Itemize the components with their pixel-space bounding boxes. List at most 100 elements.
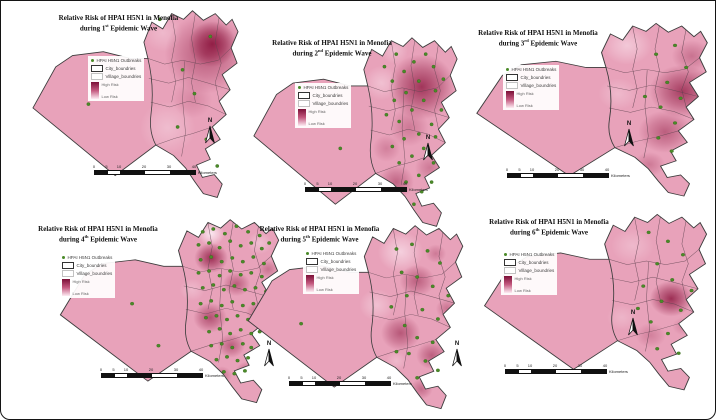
scale-bar-segments [101, 372, 203, 378]
legend-item-risk-gradient: High Risk Low Risk [306, 274, 356, 292]
legend-city-label: City_boundries [518, 259, 549, 265]
scale-segment [177, 373, 202, 377]
outbreak-dot-icon [91, 59, 94, 62]
scale-segment [520, 173, 533, 177]
panel-title: Relative Risk of HPAI H5N1 in Menofia du… [28, 225, 168, 245]
panel-title-line2: during 6th Epidemic Wave [510, 227, 588, 237]
scale-unit-label: Kilometers [409, 187, 428, 192]
north-arrow-icon [624, 128, 634, 147]
scale-segment [508, 173, 521, 177]
scale-segment [531, 369, 556, 373]
risk-map [253, 37, 458, 227]
scale-segment [120, 170, 145, 174]
low-risk-label: Low Risk [514, 287, 531, 293]
scale-tick: 30 [377, 181, 383, 186]
scale-segment [581, 369, 606, 373]
legend-item-city-boundaries: City_boundries [506, 73, 556, 81]
legend-village-label: Village_boundries [312, 101, 349, 106]
risk-gradient-swatch-icon [298, 108, 306, 126]
scale-bar: 0 5 10 20 30 40 Kilometers [303, 181, 437, 194]
scale-segment [95, 170, 108, 174]
low-risk-label: Low Risk [101, 93, 118, 99]
risk-gradient-labels: High Risk Low Risk [517, 91, 534, 108]
north-arrow: N [623, 121, 635, 148]
scale-segment [107, 170, 120, 174]
panel-title: Relative Risk of HPAI H5N1 in Menofia du… [463, 29, 613, 49]
legend-item-village-boundaries: Village_boundries [298, 100, 348, 107]
city-boundary-swatch-icon [298, 91, 310, 99]
scale-segment [290, 381, 303, 385]
map-panel: Relative Risk of HPAI H5N1 in Menofia du… [247, 29, 467, 239]
panel-title-line2: during 1st Epidemic Wave [79, 23, 158, 33]
scale-tick: 0 [303, 181, 307, 186]
village-boundary-swatch-icon [91, 73, 103, 80]
map-legend: HPAI H5N1 Outbreaks City_boundries Villa… [303, 249, 360, 294]
legend-item-risk-gradient: High Risk Low Risk [506, 90, 556, 108]
risk-gradient-swatch-icon [91, 81, 99, 99]
scale-segment [306, 187, 319, 191]
outbreak-dot-icon [506, 68, 509, 71]
scale-tick: 20 [554, 167, 560, 172]
village-boundary-swatch-icon [306, 266, 318, 273]
legend-village-label: Village_boundries [320, 267, 357, 272]
scale-segment [114, 373, 127, 377]
scale-segment [340, 381, 365, 385]
risk-map [32, 10, 239, 198]
legend-outbreaks-label: HPAI H5N1 Outbreaks [511, 67, 557, 72]
legend-item-outbreaks: HPAI H5N1 Outbreaks [91, 58, 141, 63]
scale-tick: 20 [552, 363, 558, 368]
scale-bar: 0 5 10 20 30 40 Kilometers [287, 375, 421, 388]
scale-tick: 40 [402, 181, 408, 186]
scale-tick: 20 [352, 181, 358, 186]
low-risk-label: Low Risk [516, 102, 533, 108]
scale-tick: 30 [361, 375, 367, 380]
risk-gradient-swatch-icon [306, 274, 314, 292]
map-panel: Relative Risk of HPAI H5N1 in Menofia du… [239, 219, 473, 419]
scale-tick: 20 [141, 164, 147, 169]
scale-bar: 0 5 10 20 30 40 Kilometers [92, 164, 226, 177]
outbreak-dot-icon [504, 253, 507, 256]
scale-unit-label: Kilometers [205, 373, 224, 378]
panel-title-line1: Relative Risk of HPAI H5N1 in Menofia [489, 218, 609, 226]
scale-tick: 5 [105, 164, 108, 169]
north-label: N [626, 121, 632, 127]
scale-unit-label: Kilometers [609, 369, 628, 374]
low-risk-label: Low Risk [308, 120, 325, 126]
legend-city-label: City_boundries [520, 74, 551, 80]
scale-bar-segments [505, 368, 607, 374]
city-boundary-swatch-icon [91, 64, 103, 72]
scale-tick: 5 [518, 167, 521, 172]
scale-segment [518, 369, 531, 373]
panel-title: Relative Risk of HPAI H5N1 in Menofia du… [252, 39, 412, 59]
scale-tick: 20 [336, 375, 342, 380]
scale-segment [102, 373, 115, 377]
panel-title-line2: during 5th Epidemic Wave [280, 234, 359, 244]
risk-gradient-swatch-icon [62, 278, 70, 296]
north-arrow-icon [264, 348, 274, 367]
scale-tick: 40 [198, 367, 204, 372]
scale-segment [315, 381, 340, 385]
map-legend: HPAI H5N1 Outbreaks City_boundries Villa… [501, 250, 558, 295]
scale-tick: 0 [99, 367, 103, 372]
map-legend: HPAI H5N1 Outbreaks City_boundries Villa… [59, 253, 116, 298]
north-arrow: N [451, 341, 463, 368]
city-boundary-swatch-icon [504, 258, 516, 266]
map-panel: Relative Risk of HPAI H5N1 in Menofia du… [477, 208, 715, 404]
scale-tick: 10 [527, 363, 533, 368]
legend-item-city-boundaries: City_boundries [306, 257, 356, 265]
north-label: N [266, 341, 272, 347]
scale-tick: 10 [116, 164, 122, 169]
risk-gradient-swatch-icon [504, 275, 512, 293]
scale-bar: 0 5 10 20 30 40 Kilometers [505, 167, 639, 180]
scale-tick: 5 [112, 367, 115, 372]
legend-outbreaks-label: HPAI H5N1 Outbreaks [96, 58, 142, 63]
scale-tick: 30 [173, 367, 179, 372]
scale-segment [365, 381, 390, 385]
scale-segment [558, 173, 583, 177]
north-arrow-icon [628, 317, 638, 336]
legend-item-risk-gradient: High Risk Low Risk [62, 278, 112, 296]
legend-village-label: Village_boundries [518, 268, 555, 273]
scale-segment [127, 373, 152, 377]
panel-title: Relative Risk of HPAI H5N1 in Menofia du… [36, 14, 201, 34]
